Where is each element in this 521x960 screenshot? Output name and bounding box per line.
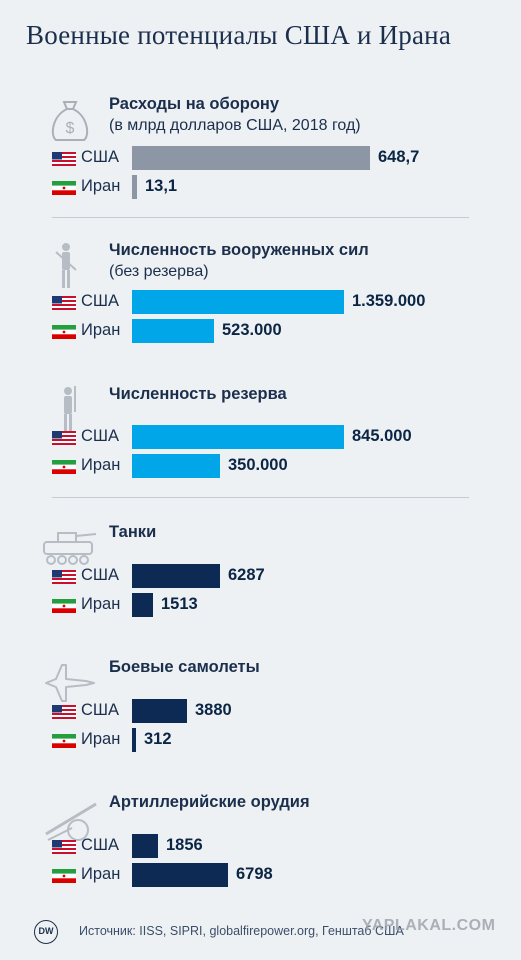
bar — [132, 454, 220, 478]
country-label: Иран — [81, 321, 121, 339]
value-label: 523.000 — [222, 321, 282, 339]
iran-flag-icon — [52, 460, 76, 474]
value-label: 845.000 — [352, 427, 412, 445]
bar-row-iran: Иран 523.000 — [0, 319, 521, 343]
value-label: 648,7 — [378, 148, 420, 166]
country-label: США — [81, 292, 120, 310]
bar — [132, 564, 220, 588]
bar-row-iran: Иран 13,1 — [0, 175, 521, 199]
bar-row-iran: Иран 312 — [0, 728, 521, 752]
section-title: Артиллерийские орудия — [109, 793, 310, 811]
bar — [132, 175, 137, 199]
svg-text:$: $ — [66, 120, 75, 137]
iran-flag-icon — [52, 181, 76, 195]
fighter-jet-icon — [42, 655, 98, 711]
iran-flag-icon — [52, 734, 76, 748]
value-label: 1513 — [161, 595, 198, 613]
bar — [132, 146, 370, 170]
bar-row-iran: Иран 1513 — [0, 593, 521, 617]
us-flag-icon — [52, 570, 76, 584]
us-flag-icon — [52, 296, 76, 310]
value-label: 1856 — [166, 836, 203, 854]
value-label: 13,1 — [145, 177, 178, 195]
bar — [132, 425, 344, 449]
country-label: Иран — [81, 177, 121, 195]
us-flag-icon — [52, 840, 76, 854]
section-title: Танки — [109, 523, 157, 541]
value-label: 6798 — [236, 865, 273, 883]
iran-flag-icon — [52, 869, 76, 883]
watermark: YAPLAKAL.COM — [362, 917, 496, 934]
section-divider — [52, 217, 469, 218]
page-title: Военные потенциалы США и Ирана — [26, 20, 452, 50]
bar — [132, 699, 187, 723]
bar — [132, 863, 228, 887]
source-text: Источник: IISS, SIPRI, globalfirepower.o… — [79, 924, 404, 938]
tank-icon — [42, 520, 98, 576]
country-label: Иран — [81, 865, 121, 883]
us-flag-icon — [52, 431, 76, 445]
iran-flag-icon — [52, 599, 76, 613]
value-label: 6287 — [228, 566, 265, 584]
bar-row-us: США 648,7 — [0, 146, 521, 170]
country-label: Иран — [81, 456, 121, 474]
value-label: 3880 — [195, 701, 232, 719]
country-label: США — [81, 701, 120, 719]
section-divider — [52, 497, 469, 498]
section-subtitle: (без резерва) — [109, 263, 209, 280]
bar-row-us: США 1856 — [0, 834, 521, 858]
section-subtitle: (в млрд долларов США, 2018 год) — [109, 117, 361, 134]
bar — [132, 728, 136, 752]
bar — [132, 319, 214, 343]
bar-row-iran: Иран 6798 — [0, 863, 521, 887]
bar-row-iran: Иран 350.000 — [0, 454, 521, 478]
country-label: Иран — [81, 730, 121, 748]
country-label: США — [81, 427, 120, 445]
country-label: США — [81, 148, 120, 166]
country-label: США — [81, 566, 120, 584]
bar — [132, 290, 344, 314]
us-flag-icon — [52, 152, 76, 166]
artillery-icon — [42, 790, 98, 846]
bar — [132, 834, 158, 858]
dw-logo: DW — [34, 920, 58, 944]
iran-flag-icon — [52, 325, 76, 339]
footer: DW Источник: IISS, SIPRI, globalfirepowe… — [0, 912, 521, 952]
value-label: 350.000 — [228, 456, 288, 474]
section-title: Численность резерва — [109, 385, 287, 403]
section-title: Расходы на оборону — [109, 95, 280, 113]
bar-row-us: США 3880 — [0, 699, 521, 723]
bar-row-us: США 1.359.000 — [0, 290, 521, 314]
country-label: Иран — [81, 595, 121, 613]
money-bag-icon: $ — [42, 92, 98, 148]
section-title: Боевые самолеты — [109, 658, 260, 676]
reserve-soldier-icon — [42, 382, 98, 438]
value-label: 1.359.000 — [352, 292, 426, 310]
section-title: Численность вооруженных сил — [109, 241, 369, 259]
us-flag-icon — [52, 705, 76, 719]
country-label: США — [81, 836, 120, 854]
value-label: 312 — [144, 730, 172, 748]
bar — [132, 593, 153, 617]
soldier-icon — [42, 238, 98, 294]
bar-row-us: США 845.000 — [0, 425, 521, 449]
bar-row-us: США 6287 — [0, 564, 521, 588]
